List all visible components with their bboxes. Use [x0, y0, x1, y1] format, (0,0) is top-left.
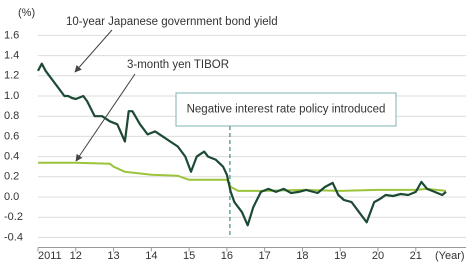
- x-tick-label: 12: [70, 250, 82, 262]
- y-tick-label: 0.6: [4, 130, 19, 142]
- x-tick-label: 18: [296, 250, 308, 262]
- annotation: 10-year Japanese government bond yield: [66, 16, 278, 28]
- y-tick-label: 1.0: [4, 90, 19, 102]
- y-tick-label: 1.6: [4, 29, 19, 41]
- x-tick-label: 21: [410, 250, 422, 262]
- x-tick-label: 20: [372, 250, 384, 262]
- annotation: Negative interest rate policy introduced: [187, 104, 386, 116]
- plot: [37, 62, 447, 236]
- x-tick-label: 2011: [38, 250, 62, 262]
- series-line: [37, 62, 447, 227]
- y-tick-label: 0.2: [4, 171, 19, 183]
- y-tick-label: 1.4: [4, 50, 19, 62]
- x-tick-label: 13: [107, 250, 119, 262]
- y-unit: (%): [18, 7, 35, 19]
- y-tick-label: -0.4: [4, 231, 23, 243]
- x-tick-label: 17: [259, 250, 271, 262]
- annotation-box: [175, 92, 397, 127]
- annotation-arrow: [74, 29, 113, 73]
- x-unit: (Year): [435, 250, 465, 262]
- x-tick-label: 19: [334, 250, 346, 262]
- y-tick-label: 0.0: [4, 191, 19, 203]
- y-tick-label: 0.8: [4, 110, 19, 122]
- x-tick-label: 16: [221, 250, 233, 262]
- x-tick-label: 15: [183, 250, 195, 262]
- x-tick-label: 14: [145, 250, 157, 262]
- annotation: 3-month yen TIBOR: [127, 59, 229, 71]
- annotation-arrow: [75, 73, 136, 162]
- y-tick-label: 1.2: [4, 70, 19, 82]
- y-tick-label: -0.2: [4, 211, 23, 223]
- y-tick-label: 0.4: [4, 151, 19, 163]
